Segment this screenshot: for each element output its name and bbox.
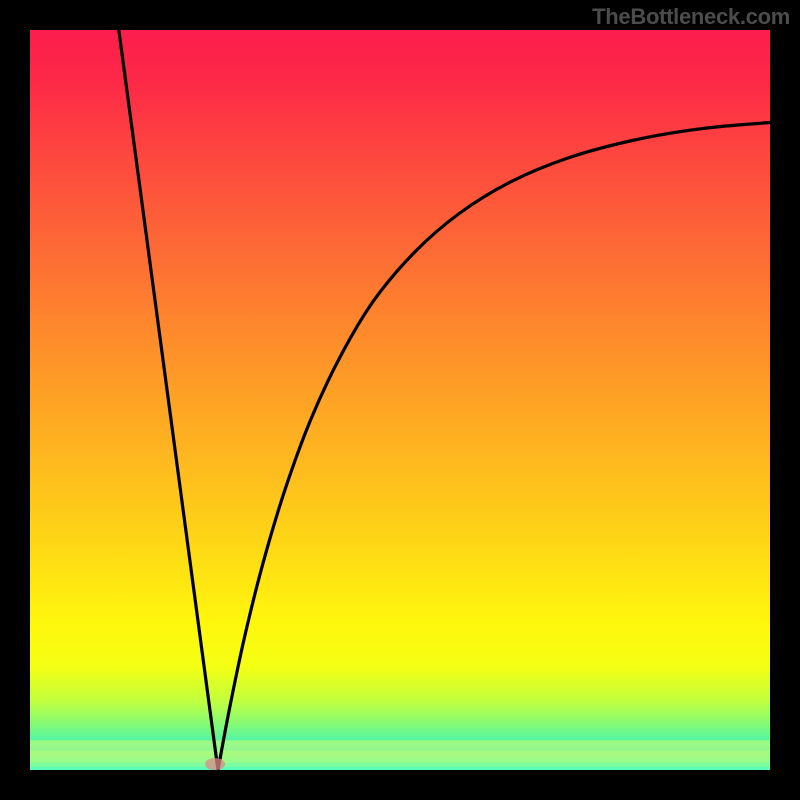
- chart-container: { "watermark": { "text": "TheBottleneck.…: [0, 0, 800, 800]
- plot-background-gradient: [30, 30, 770, 770]
- minimum-marker: [205, 758, 225, 770]
- watermark-text: TheBottleneck.com: [592, 4, 790, 30]
- bottleneck-chart: [0, 0, 800, 800]
- bottom-color-bands: [30, 740, 770, 770]
